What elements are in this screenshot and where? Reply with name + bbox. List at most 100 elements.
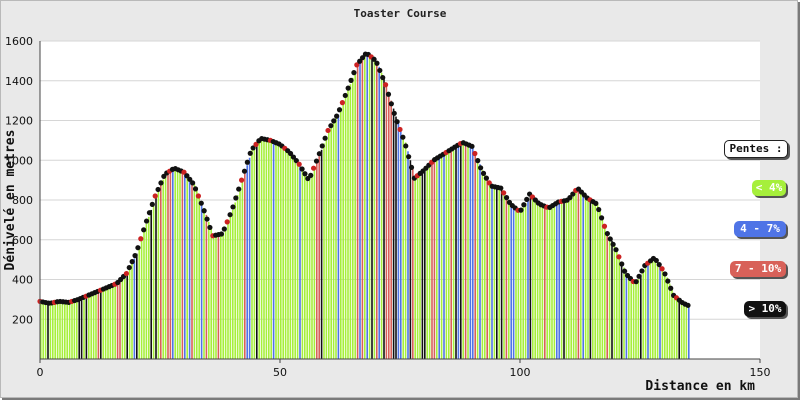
profile-stripe <box>493 186 496 359</box>
profile-stripe <box>455 146 457 359</box>
profile-stripe <box>361 58 364 359</box>
profile-stripe <box>270 140 272 359</box>
profile-point <box>406 154 412 160</box>
profile-stripe <box>54 302 56 359</box>
profile-stripe <box>553 204 556 359</box>
profile-stripe <box>306 176 308 359</box>
profile-stripe <box>174 168 176 359</box>
profile-point <box>345 85 351 91</box>
profile-stripe <box>592 200 594 359</box>
profile-stripe <box>613 245 616 359</box>
profile-stripe <box>119 280 121 359</box>
profile-stripe <box>486 178 488 359</box>
profile-stripe <box>56 301 59 359</box>
profile-stripe <box>301 168 304 359</box>
profile-stripe <box>512 205 515 359</box>
profile-point <box>656 261 662 268</box>
profile-point <box>236 186 242 192</box>
profile-stripe <box>416 176 419 359</box>
profile-point <box>290 154 297 160</box>
profile-stripe <box>601 217 604 359</box>
profile-stripe <box>124 276 126 359</box>
profile-stripe <box>426 167 428 359</box>
profile-stripe <box>488 182 491 359</box>
profile-stripe <box>625 273 628 359</box>
profile-point <box>138 236 144 242</box>
profile-stripe <box>212 235 215 359</box>
profile-stripe <box>368 54 371 359</box>
profile-stripe <box>505 196 508 359</box>
profile-stripe <box>169 171 172 359</box>
profile-stripe <box>277 143 280 359</box>
profile-stripe <box>85 296 88 359</box>
profile-stripe <box>287 150 289 359</box>
profile-stripe <box>570 197 572 359</box>
profile-stripe <box>289 152 292 359</box>
profile-stripe <box>587 198 589 359</box>
profile-stripe <box>152 202 155 359</box>
profile-stripe <box>373 58 376 359</box>
profile-stripe <box>462 142 464 359</box>
profile-point <box>293 158 299 164</box>
profile-stripe <box>436 158 438 359</box>
profile-stripe <box>428 165 431 359</box>
profile-stripe <box>198 196 200 359</box>
profile-stripe <box>179 170 181 359</box>
profile-stripe <box>200 201 203 359</box>
profile-stripe <box>344 96 347 360</box>
profile-stripe <box>616 249 618 359</box>
profile-stripe <box>157 190 160 359</box>
profile-stripe <box>304 172 306 359</box>
profile-stripe <box>496 187 498 359</box>
profile-stripe <box>390 100 392 359</box>
profile-stripe <box>356 64 359 359</box>
profile-point <box>158 180 164 186</box>
profile-point <box>146 210 153 216</box>
profile-point <box>521 202 527 208</box>
profile-stripe <box>529 194 532 359</box>
profile-stripe <box>546 206 548 359</box>
profile-stripe <box>229 215 232 359</box>
profile-stripe <box>246 165 248 359</box>
profile-stripe <box>181 171 184 359</box>
profile-point <box>233 195 239 201</box>
y-tick-label: 1600 <box>5 35 33 48</box>
profile-point <box>567 195 573 201</box>
profile-stripe <box>59 301 61 359</box>
profile-stripe <box>457 145 460 359</box>
profile-point <box>501 190 507 196</box>
profile-point <box>391 110 397 116</box>
profile-stripe <box>589 199 592 359</box>
profile-stripe <box>472 146 474 359</box>
profile-stripe <box>620 261 623 359</box>
profile-stripe <box>640 274 642 359</box>
profile-stripe <box>642 270 644 359</box>
profile-stripe <box>524 202 527 359</box>
profile-point <box>668 285 674 291</box>
profile-point <box>135 245 141 251</box>
profile-stripe <box>664 271 666 359</box>
profile-stripe <box>539 203 541 359</box>
profile-stripe <box>421 172 424 359</box>
profile-stripe <box>464 143 467 359</box>
profile-stripe <box>515 207 517 359</box>
profile-point <box>187 176 193 182</box>
profile-stripe <box>469 145 472 359</box>
profile-stripe <box>148 216 150 359</box>
profile-stripe <box>121 278 124 359</box>
profile-point <box>397 126 403 133</box>
profile-stripe <box>630 278 632 359</box>
profile-stripe <box>688 305 690 359</box>
profile-point <box>408 164 415 171</box>
y-tick-label: 1200 <box>5 115 33 128</box>
profile-stripe <box>44 302 47 359</box>
profile-stripe <box>544 205 546 359</box>
profile-point <box>665 278 671 284</box>
profile-stripe <box>282 146 284 359</box>
profile-point <box>287 150 294 157</box>
profile-stripe <box>380 72 383 360</box>
profile-stripe <box>440 155 443 359</box>
y-axis-title: Dénivelé en metres <box>3 130 18 271</box>
profile-point <box>472 150 478 157</box>
profile-point <box>374 60 380 66</box>
